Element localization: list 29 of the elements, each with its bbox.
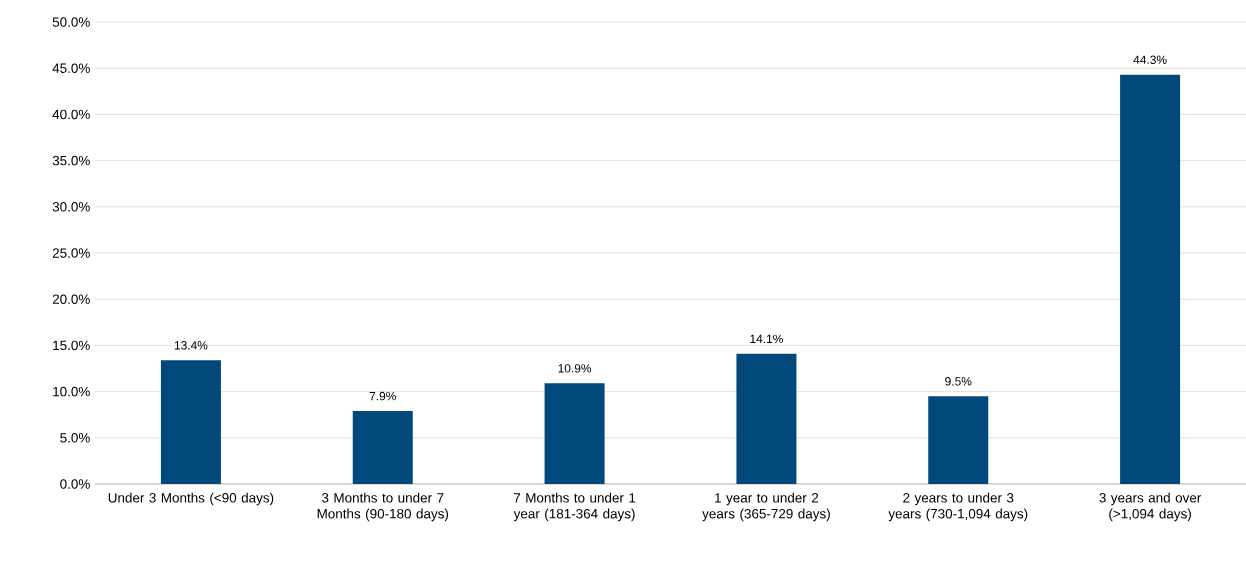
x-tick-label: Under 3 Months (<90 days): [108, 492, 274, 506]
bar: [160, 360, 221, 484]
x-tick-label: 3 Months to under 7 Months (90-180 days): [317, 492, 449, 522]
y-tick-label: 5.0%: [60, 433, 90, 443]
y-tick-label: 50.0%: [52, 17, 90, 27]
bar: [1120, 74, 1181, 484]
y-tick-label: 40.0%: [52, 109, 90, 120]
y-tick-label: 15.0%: [53, 340, 90, 351]
y-tick-label: 35.0%: [52, 155, 90, 166]
data-label: 9.5%: [945, 377, 972, 386]
x-tick-label: 7 Months to under 1 year (181-364 days): [513, 492, 636, 522]
y-tick-label: 30.0%: [52, 202, 90, 212]
x-tick-label: 1 year to under 2 years (365-729 days): [702, 492, 830, 522]
bar: [352, 411, 413, 484]
bar: [928, 396, 989, 484]
bar: [544, 383, 605, 484]
y-tick-label: 25.0%: [52, 248, 90, 258]
data-label: 7.9%: [369, 391, 396, 401]
y-tick-label: 45.0%: [52, 63, 90, 73]
bar: [736, 353, 797, 484]
data-label: 44.3%: [1133, 55, 1167, 64]
x-tick-label: 3 years and over (>1,094 days): [1099, 492, 1202, 522]
data-label: 14.1%: [750, 334, 783, 344]
data-label: 13.4%: [174, 341, 208, 350]
y-tick-label: 20.0%: [52, 294, 90, 304]
x-tick-label: 2 years to under 3 years (730-1,094 days): [888, 492, 1028, 522]
y-tick-label: 0.0%: [60, 479, 90, 489]
y-tick-label: 10.0%: [53, 386, 90, 397]
data-label: 10.9%: [558, 364, 592, 373]
